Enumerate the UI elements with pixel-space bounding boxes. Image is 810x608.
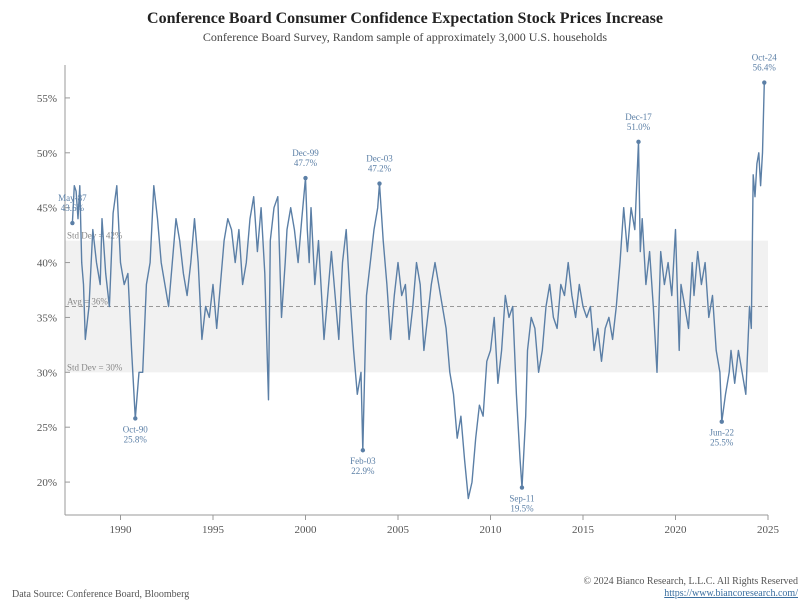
callout-label: Oct-24 [752,53,777,63]
x-tick-label: 1995 [202,524,225,536]
callout-label: Dec-99 [292,148,319,158]
x-tick-label: 2025 [757,524,780,536]
callout-marker [377,181,381,185]
data-source: Data Source: Conference Board, Bloomberg [12,589,189,600]
callout-label: Dec-03 [366,154,393,164]
stddev-upper-label: Std Dev = 42% [67,231,123,241]
x-tick-label: 2005 [387,524,410,536]
y-tick-label: 20% [37,477,57,489]
plot-area: Std Dev = 42%Avg = 36%Std Dev = 30%20%25… [55,55,780,550]
callout-marker [70,221,74,225]
callout-marker [636,140,640,144]
callout-value: 47.2% [368,164,392,174]
y-tick-label: 55% [37,93,57,105]
callout-label: Feb-03 [350,456,376,466]
callout-value: 22.9% [351,466,375,476]
y-tick-label: 25% [37,422,57,434]
callout-value: 19.5% [510,504,534,514]
callout-label: Oct-90 [123,424,148,434]
callout-value: 56.4% [753,63,777,73]
y-tick-label: 35% [37,312,57,324]
callout-marker [520,485,524,489]
callout-marker [361,448,365,452]
callout-marker [133,416,137,420]
x-tick-label: 1990 [110,524,133,536]
y-tick-label: 45% [37,203,57,215]
callout-label: May-87 [58,193,87,203]
callout-value: 51.0% [627,122,651,132]
avg-label: Avg = 36% [67,296,108,306]
callout-value: 43.6% [61,203,85,213]
callout-value: 25.5% [710,438,734,448]
copyright-text: © 2024 Bianco Research, L.L.C. All Right… [583,576,798,588]
callout-value: 47.7% [294,158,318,168]
callout-value: 25.8% [124,434,148,444]
y-tick-label: 40% [37,258,57,270]
chart-container: Conference Board Consumer Confidence Exp… [0,0,810,608]
callout-marker [762,80,766,84]
callout-marker [303,176,307,180]
callout-label: Dec-17 [625,112,652,122]
x-tick-label: 2015 [572,524,595,536]
callout-marker [720,420,724,424]
x-tick-label: 2020 [665,524,688,536]
callout-label: Jun-22 [710,428,735,438]
footer-right: © 2024 Bianco Research, L.L.C. All Right… [583,576,798,600]
x-tick-label: 2010 [480,524,503,536]
callout-label: Sep-11 [509,494,534,504]
y-tick-label: 30% [37,367,57,379]
y-tick-label: 50% [37,148,57,160]
chart-subtitle: Conference Board Survey, Random sample o… [0,30,810,45]
source-link[interactable]: https://www.biancoresearch.com/ [583,588,798,600]
stddev-lower-label: Std Dev = 30% [67,362,123,372]
x-tick-label: 2000 [295,524,318,536]
chart-svg: Std Dev = 42%Avg = 36%Std Dev = 30%20%25… [55,55,780,550]
chart-title: Conference Board Consumer Confidence Exp… [0,0,810,28]
